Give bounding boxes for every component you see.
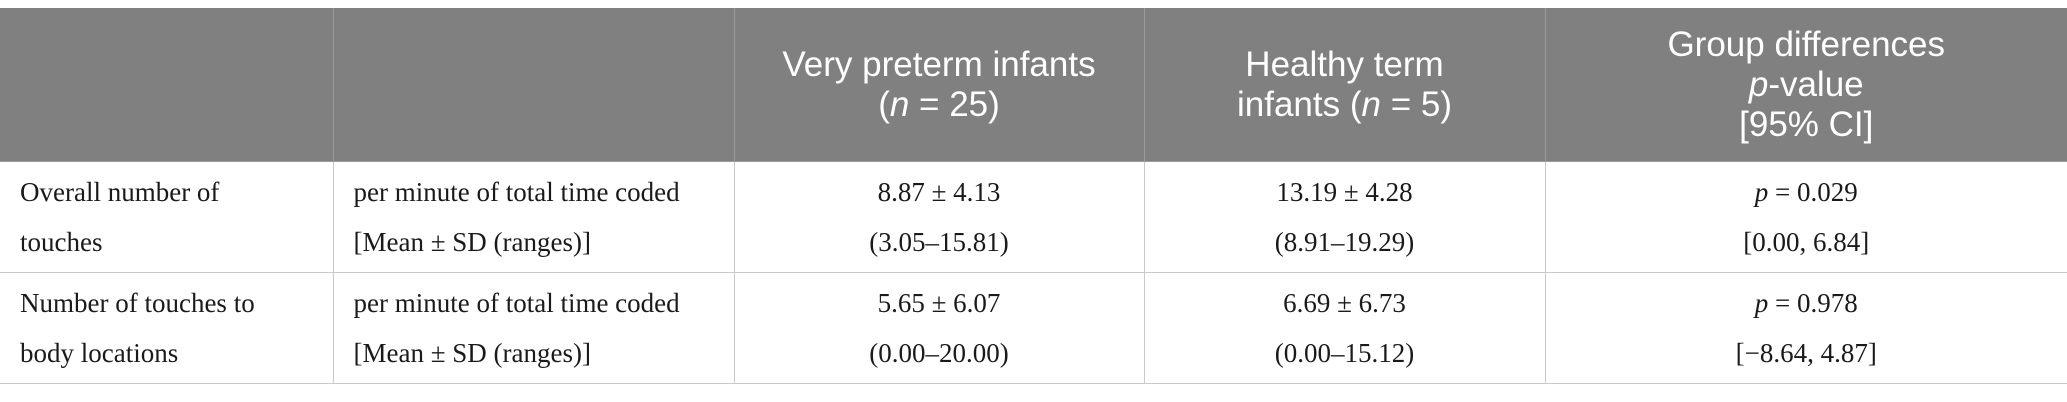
cell-healthy-term: 6.69 ± 6.73 (0.00–15.12)	[1143, 272, 1545, 384]
cell-group-difference: p = 0.978 [−8.64, 4.87]	[1544, 272, 2067, 384]
row-label: Overall number of touches	[0, 161, 333, 273]
table-header-row: Very preterm infants (n = 25) Healthy te…	[0, 8, 2067, 162]
results-table: Very preterm infants (n = 25) Healthy te…	[0, 8, 2067, 384]
table-row: Number of touches to body locations per …	[0, 272, 2067, 384]
header-very-preterm: Very preterm infants (n = 25)	[733, 8, 1144, 162]
table-row: Overall number of touches per minute of …	[0, 161, 2067, 273]
cell-healthy-term: 13.19 ± 4.28 (8.91–19.29)	[1143, 161, 1545, 273]
cell-very-preterm: 5.65 ± 6.07 (0.00–20.00)	[733, 272, 1144, 384]
row-metric: per minute of total time coded [Mean ± S…	[332, 161, 734, 273]
cell-group-difference: p = 0.029 [0.00, 6.84]	[1544, 161, 2067, 273]
cell-very-preterm: 8.87 ± 4.13 (3.05–15.81)	[733, 161, 1144, 273]
header-empty-2	[332, 8, 734, 162]
header-empty-1	[0, 8, 333, 162]
row-metric: per minute of total time coded [Mean ± S…	[332, 272, 734, 384]
header-healthy-term: Healthy term infants (n = 5)	[1143, 8, 1545, 162]
row-label: Number of touches to body locations	[0, 272, 333, 384]
header-group-differences: Group differences p-value [95% CI]	[1544, 8, 2067, 162]
